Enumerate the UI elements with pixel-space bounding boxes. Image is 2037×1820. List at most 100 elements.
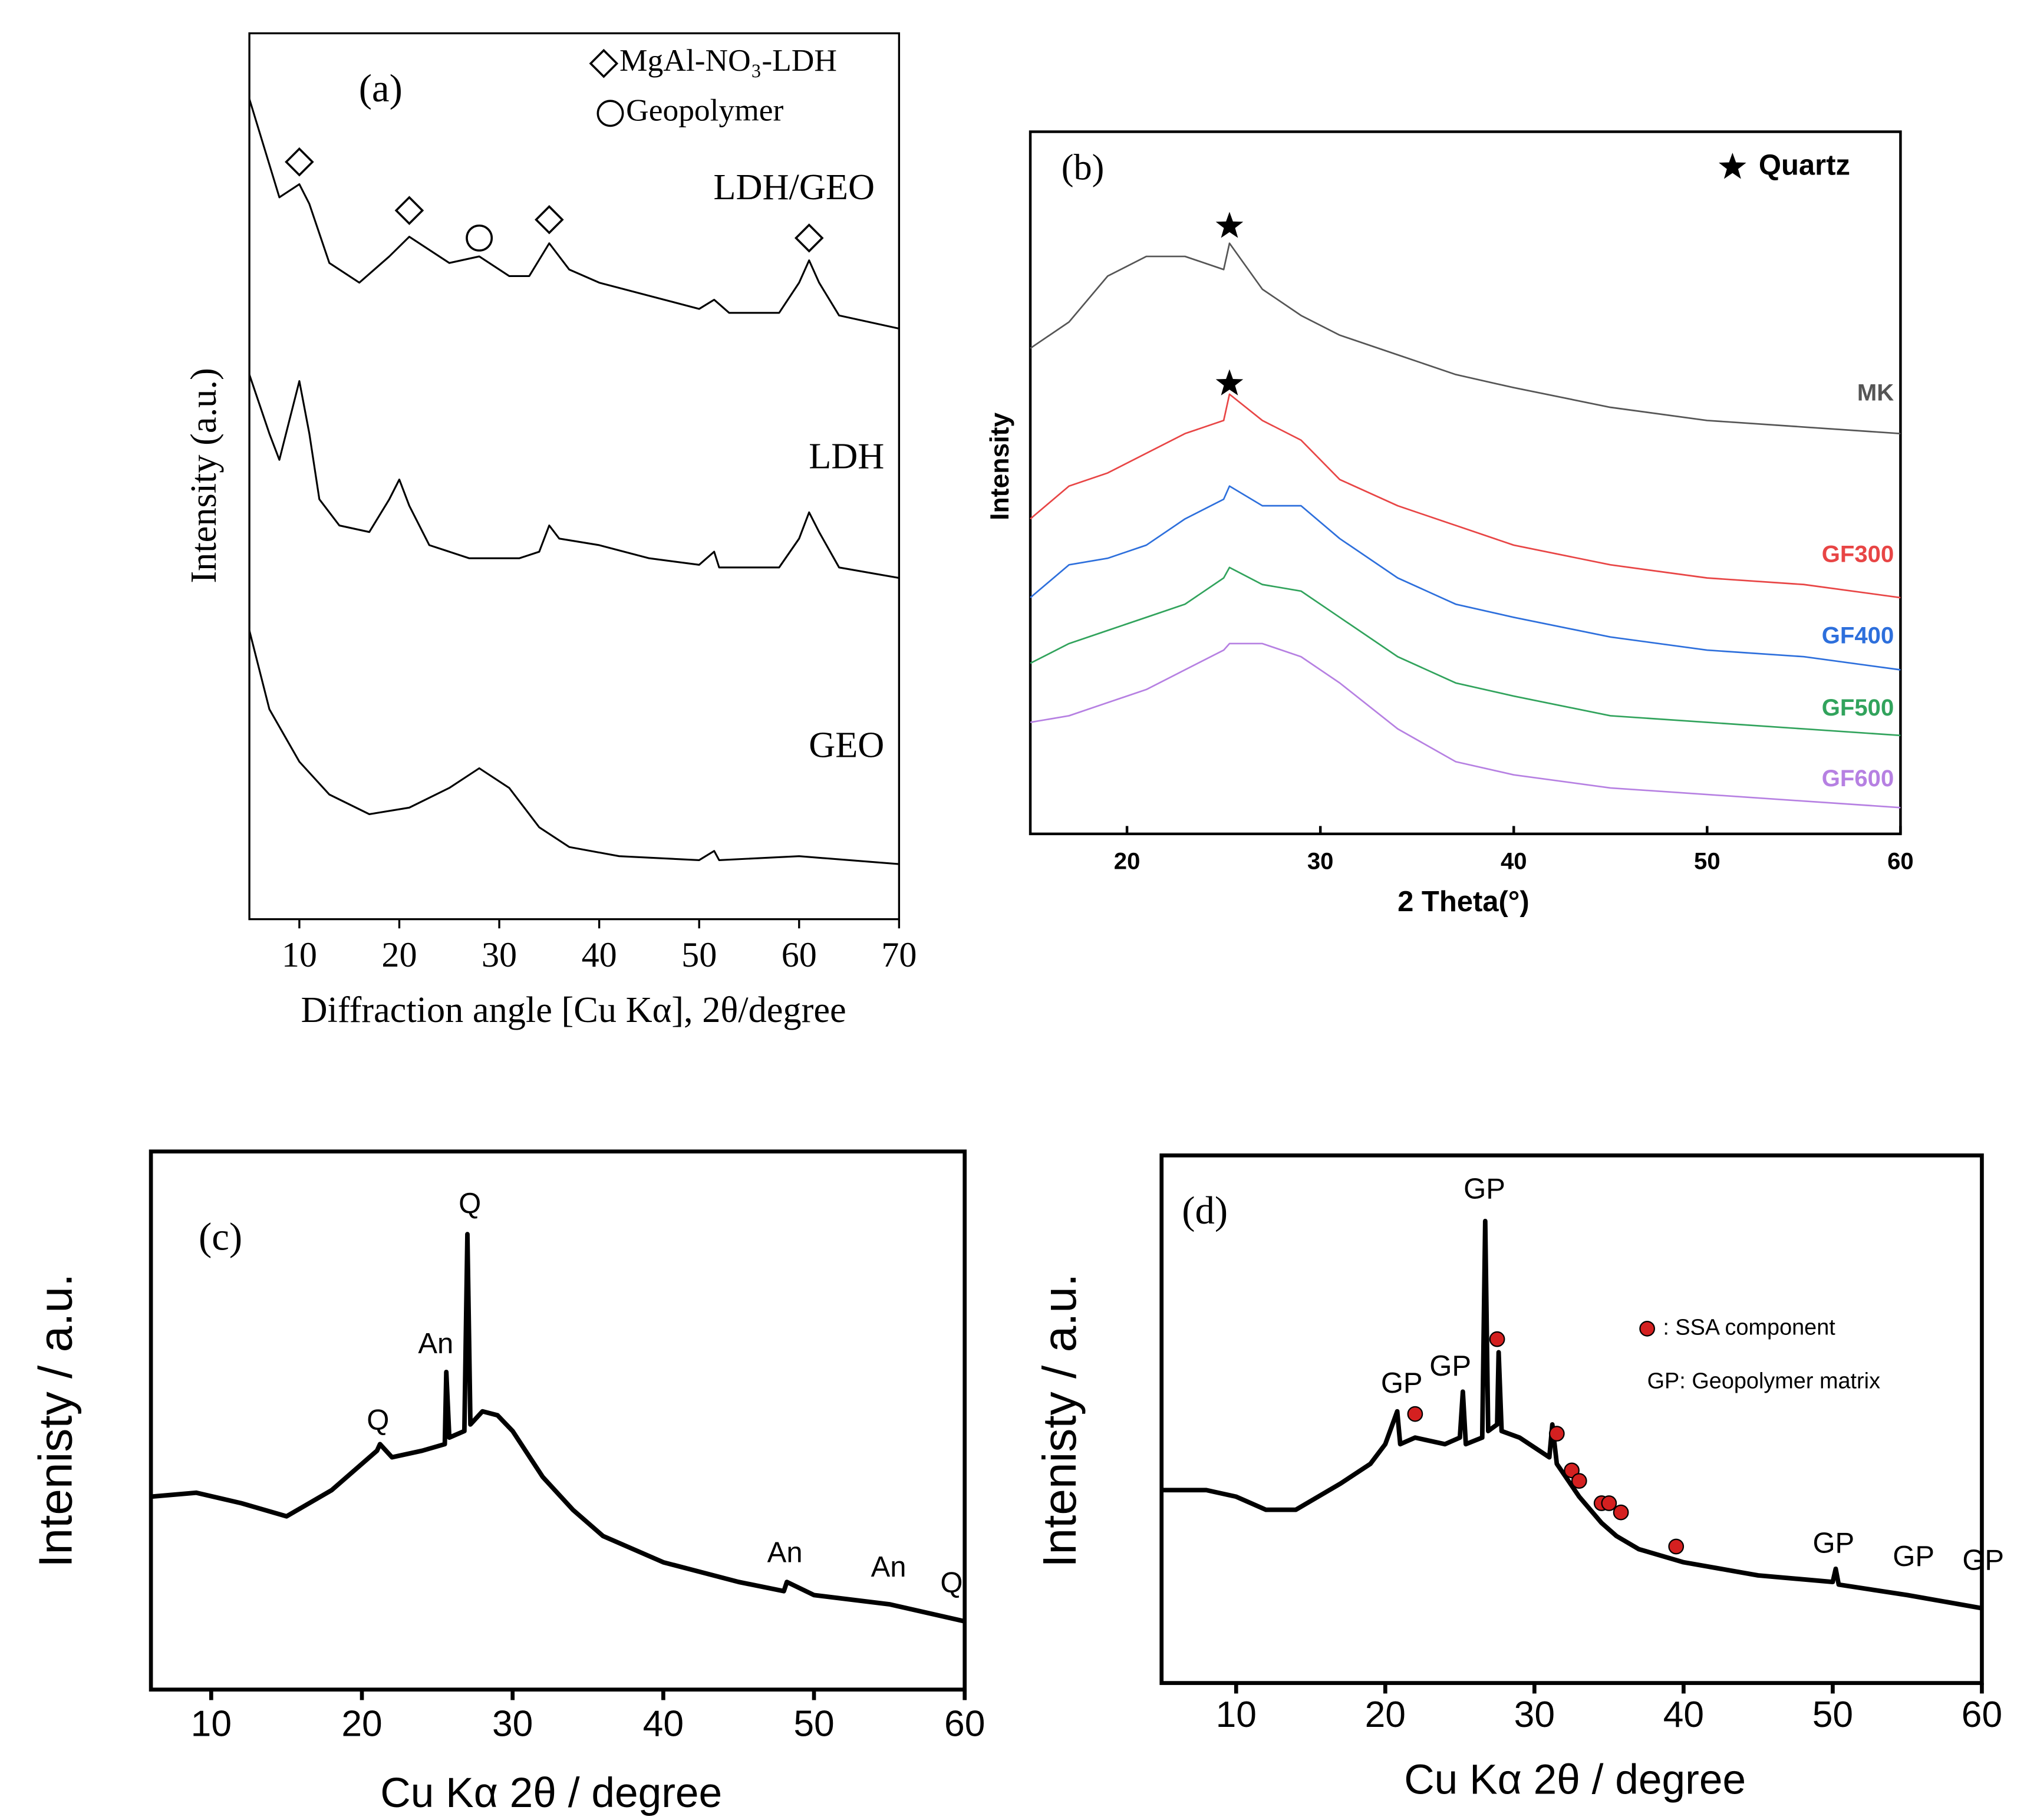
peak-annotation: An	[418, 1328, 453, 1360]
y-axis-label: Intenisty / a.u.	[28, 1274, 81, 1568]
x-axis-label: Cu Kα 2θ / degree	[380, 1769, 722, 1816]
series-label: GF400	[1822, 622, 1894, 648]
x-tick-label: 50	[793, 1704, 834, 1745]
series-label: GF300	[1822, 541, 1894, 567]
peak-annotation: GP	[1962, 1545, 2004, 1577]
legend-label: Quartz	[1759, 150, 1850, 182]
x-tick-label: 30	[1514, 1694, 1555, 1735]
x-tick-label: 20	[1365, 1694, 1406, 1735]
x-tick-label: 10	[282, 935, 317, 975]
panel: 10 20 30 40 50 60 70 (a) Intensity (a.u.) Diffrac…	[183, 32, 917, 1030]
peak-annotation: GP	[1812, 1528, 1854, 1559]
peak-marker	[1407, 1406, 1423, 1422]
plot-frame	[149, 1149, 967, 1692]
legend-symbol	[1719, 153, 1746, 179]
peak-marker	[1548, 1426, 1565, 1442]
x-tick-label: 60	[1887, 848, 1914, 874]
series-label: LDH	[809, 436, 884, 477]
peak-annotation: GP: Geopolymer matrix	[1647, 1369, 1880, 1394]
xrd-curve	[248, 98, 899, 330]
xrd-curve	[150, 1232, 965, 1624]
peak-marker	[535, 205, 564, 235]
peak-marker	[1601, 1495, 1617, 1511]
series-label: GF600	[1822, 766, 1894, 792]
y-axis-label: Intensity	[985, 413, 1014, 520]
x-tick-label: 50	[1812, 1694, 1853, 1735]
xrd-curve	[1030, 566, 1901, 737]
series-label: MK	[1857, 380, 1894, 405]
x-tick-label: 10	[1216, 1694, 1257, 1735]
plot-frame	[1159, 1153, 1984, 1685]
legend-label: : SSA component	[1663, 1315, 1835, 1340]
peak-annotation: An	[767, 1537, 803, 1568]
x-axis-label: Diffraction angle [Cu Kα], 2θ/degree	[301, 990, 846, 1030]
x-tick-label: 40	[643, 1704, 684, 1745]
x-tick-label: 20	[381, 935, 417, 975]
x-axis-label: 2 Theta(°)	[1397, 886, 1530, 918]
panel-label: (d)	[1182, 1189, 1228, 1232]
peak-marker	[794, 223, 824, 253]
legend-label: Geopolymer	[626, 93, 783, 128]
peak-marker	[1215, 369, 1244, 395]
peak-annotation: GP	[1429, 1350, 1471, 1382]
x-tick-label: 30	[1307, 848, 1334, 874]
plot-frame	[1029, 130, 1902, 836]
legend-symbol	[1639, 1320, 1655, 1337]
x-tick-label: 50	[1694, 848, 1720, 874]
xrd-curve	[248, 630, 899, 865]
peak-marker	[1668, 1538, 1685, 1555]
peak-marker	[1571, 1473, 1587, 1489]
peak-annotation: GP	[1893, 1541, 1934, 1572]
peak-marker	[1613, 1504, 1629, 1521]
peak-annotation: Q	[940, 1567, 963, 1599]
x-tick-label: 60	[782, 935, 817, 975]
x-axis-label: Cu Kα 2θ / degree	[1404, 1756, 1746, 1803]
peak-marker	[1564, 1462, 1580, 1479]
legend-label: MgAl-NO₃-LDH	[619, 42, 837, 78]
peak-annotation: An	[871, 1551, 907, 1583]
x-tick-label: 30	[482, 935, 517, 975]
peak-marker	[285, 147, 314, 177]
x-tick-label: 60	[944, 1704, 985, 1745]
xrd-curve	[1030, 642, 1901, 809]
peak-annotation: GP	[1464, 1173, 1505, 1205]
xrd-curve	[1030, 485, 1901, 671]
panel: 20 30 40 50 60 (b) Intensity 2 Theta(°) MK GF300 G…	[985, 130, 1914, 918]
panel: 10 20 30 40 50 60 (c) Intenisty / a.u. Cu Kα 2θ …	[28, 1149, 985, 1816]
x-tick-label: 70	[881, 935, 917, 975]
y-axis-label: Intensity (a.u.)	[183, 368, 224, 583]
peak-annotation: Q	[459, 1188, 481, 1219]
plot-frame	[248, 32, 901, 921]
series-label: LDH/GEO	[713, 167, 875, 207]
peak-marker	[1215, 212, 1244, 238]
panel-label: (b)	[1062, 147, 1105, 188]
x-tick-label: 20	[1114, 848, 1141, 874]
x-tick-label: 40	[1501, 848, 1527, 874]
x-tick-label: 10	[191, 1704, 232, 1745]
panel-label: (c)	[199, 1215, 242, 1258]
xrd-curve	[1161, 1218, 1983, 1611]
series-label: GF500	[1822, 695, 1894, 721]
y-axis-label: Intenisty / a.u.	[1033, 1274, 1086, 1568]
peak-annotation: Q	[367, 1404, 389, 1436]
peak-marker	[1489, 1331, 1505, 1347]
peak-annotation: GP	[1381, 1367, 1423, 1399]
x-tick-label: 40	[1663, 1694, 1704, 1735]
legend-symbol	[596, 100, 624, 127]
x-tick-label: 20	[341, 1704, 382, 1745]
xrd-curve	[1030, 393, 1901, 599]
series-label: GEO	[809, 724, 884, 765]
x-tick-label: 30	[492, 1704, 533, 1745]
peak-marker	[394, 196, 424, 225]
peak-marker	[466, 224, 493, 252]
legend-symbol	[589, 48, 619, 78]
panel: 10 20 30 40 50 60 (d) Intenisty / a.u. Cu Kα 2θ …	[1033, 1153, 2004, 1803]
x-tick-label: 50	[681, 935, 717, 975]
x-tick-label: 60	[1962, 1694, 2002, 1735]
xrd-curve	[248, 374, 899, 579]
xrd-curve	[1030, 242, 1901, 435]
x-tick-label: 40	[582, 935, 617, 975]
panel-label: (a)	[359, 67, 403, 110]
